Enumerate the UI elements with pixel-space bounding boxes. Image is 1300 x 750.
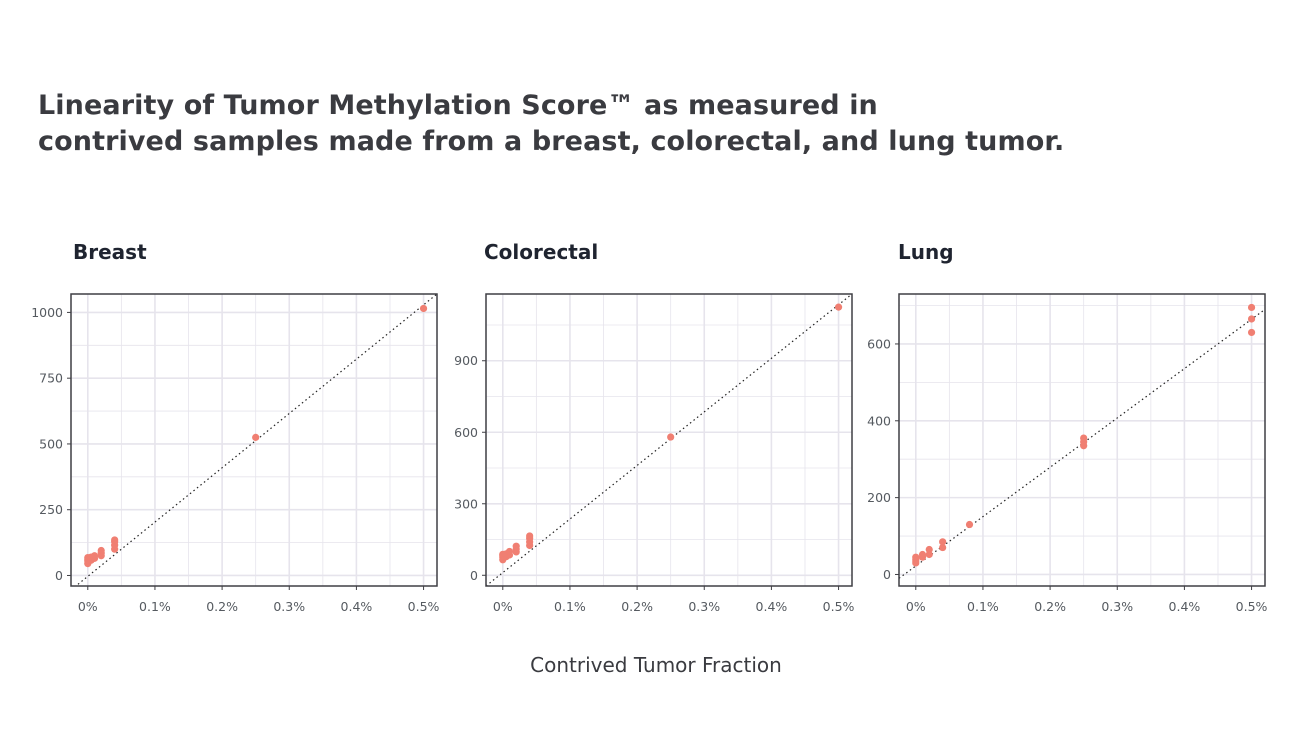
lung-y-tick-label: 200	[867, 490, 891, 505]
lung-x-tick-label: 0.4%	[1169, 599, 1201, 614]
lung-x-tick-label: 0.2%	[1034, 599, 1066, 614]
lung-data-point	[1247, 328, 1256, 337]
lung-reference-line	[899, 308, 1265, 579]
lung-data-point	[1247, 315, 1256, 323]
lung-data-point	[939, 538, 947, 546]
colorectal-x-tick-label: 0.2%	[621, 599, 653, 614]
breast-y-tick-label: 1000	[31, 305, 63, 320]
breast-x-tick-label: 0.1%	[139, 599, 171, 614]
colorectal-grid	[486, 294, 852, 586]
lung-x-tick-label: 0%	[906, 599, 926, 614]
x-axis-title: Contrived Tumor Fraction	[530, 653, 782, 677]
lung-data-point	[912, 553, 920, 561]
breast-data-point	[90, 552, 99, 560]
page-title-line-2: contrived samples made from a breast, co…	[38, 126, 1065, 157]
lung-x-tick-label: 0.1%	[967, 599, 999, 614]
lung-data-point	[918, 550, 927, 559]
colorectal-x-tick-label: 0.5%	[823, 599, 855, 614]
breast-data-point	[252, 433, 260, 441]
colorectal-chart: 0% 0.1% 0.2% 0.3% 0.4% 0.5% 0 300 600 900	[454, 293, 855, 614]
colorectal-y-tick-label: 900	[454, 353, 478, 368]
lung-data-point	[939, 543, 947, 552]
breast-y-tick-label: 750	[39, 371, 63, 386]
breast-data-point	[111, 536, 119, 544]
breast-panel-title: Breast	[73, 240, 147, 264]
lung-panel-title: Lung	[898, 240, 954, 264]
breast-x-tick-label: 0.3%	[273, 599, 305, 614]
breast-plot-frame	[70, 293, 438, 587]
breast-x-tick-label: 0.2%	[206, 599, 238, 614]
lung-data-point	[1247, 303, 1256, 312]
page-title: Linearity of Tumor Methylation Score™ as…	[38, 88, 1064, 160]
colorectal-x-tick-label: 0.4%	[756, 599, 788, 614]
lung-y-tick-label: 0	[883, 567, 891, 582]
breast-y-tick-label: 0	[55, 568, 63, 583]
breast-reference-line	[74, 294, 437, 586]
lung-x-tick-label: 0.5%	[1236, 599, 1268, 614]
colorectal-x-tick-label: 0%	[493, 599, 513, 614]
lung-chart: 0% 0.1% 0.2% 0.3% 0.4% 0.5% 0 200 400 600	[867, 293, 1268, 614]
breast-x-tick-label: 0%	[78, 599, 98, 614]
breast-grid	[71, 294, 437, 586]
colorectal-data-point	[667, 433, 675, 441]
colorectal-data-point	[505, 547, 514, 556]
colorectal-y-tick-label: 600	[454, 425, 478, 440]
colorectal-data-point	[834, 303, 843, 311]
lung-data-point	[1080, 434, 1088, 442]
colorectal-x-tick-label: 0.1%	[554, 599, 586, 614]
colorectal-y-tick-label: 0	[470, 568, 478, 583]
breast-data-point	[97, 546, 105, 555]
breast-x-tick-label: 0.5%	[408, 599, 440, 614]
colorectal-data-point	[512, 542, 520, 550]
breast-chart: 0% 0.1% 0.2% 0.3% 0.4% 0.5% 0 250 500 750 1000	[31, 293, 440, 614]
colorectal-plot-frame	[485, 293, 853, 587]
colorectal-x-tick-label: 0.3%	[688, 599, 720, 614]
breast-y-tick-label: 500	[39, 436, 63, 451]
breast-y-tick-label: 250	[39, 502, 63, 517]
lung-y-tick-label: 600	[867, 336, 891, 351]
lung-y-tick-label: 400	[867, 413, 891, 428]
page-title-line-1: Linearity of Tumor Methylation Score™ as…	[38, 90, 878, 121]
lung-data-point	[925, 545, 933, 554]
colorectal-panel-title: Colorectal	[484, 240, 599, 264]
lung-x-tick-label: 0.3%	[1101, 599, 1133, 614]
breast-data-point	[419, 304, 428, 313]
colorectal-data-point	[526, 532, 534, 540]
lung-data-point	[925, 550, 933, 559]
colorectal-y-tick-label: 300	[454, 496, 478, 511]
breast-x-tick-label: 0.4%	[341, 599, 373, 614]
lung-plot-frame	[898, 293, 1266, 587]
lung-data-point	[965, 520, 974, 529]
lung-grid	[899, 294, 1265, 586]
